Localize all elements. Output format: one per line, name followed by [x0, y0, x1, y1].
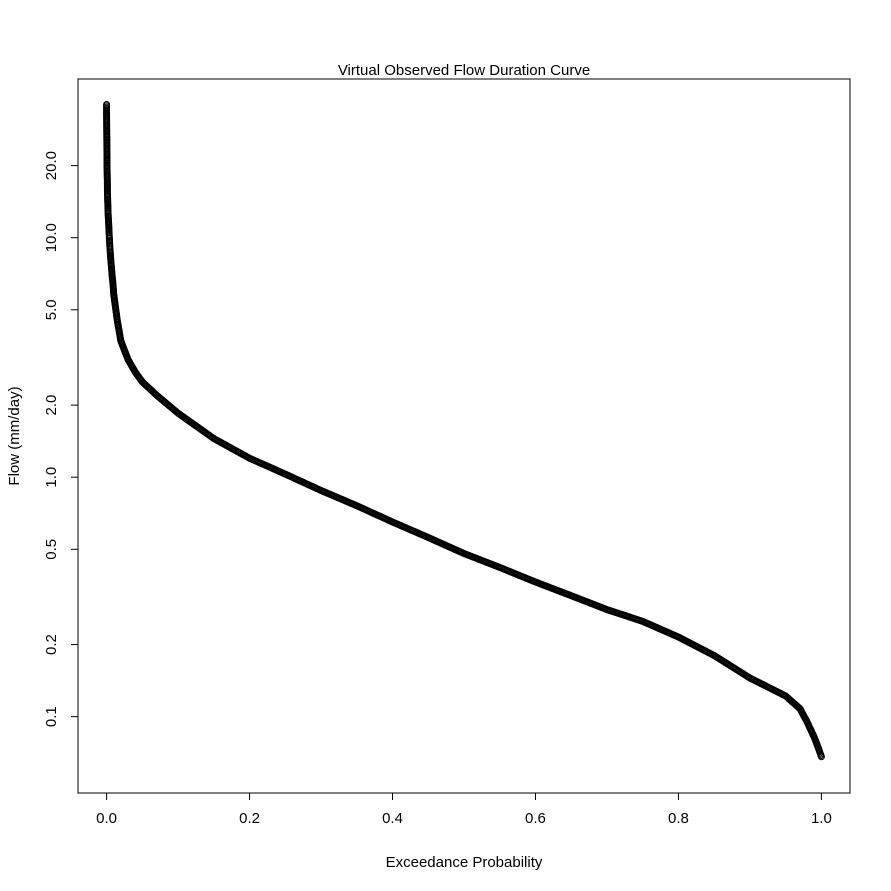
- y-tick-label: 10.0: [43, 223, 60, 252]
- curve-point: [107, 256, 115, 264]
- data-points: [103, 100, 825, 761]
- y-tick-label: 0.5: [43, 539, 60, 560]
- y-tick-label: 0.2: [43, 634, 60, 655]
- curve-point: [104, 201, 112, 209]
- y-axis: 0.1 0.2 0.5 1.0 2.0 5.0 10.0 20.0: [43, 151, 79, 727]
- curve-point: [105, 234, 113, 242]
- curve-point: [817, 752, 825, 760]
- x-tick-label: 0.8: [668, 810, 689, 827]
- y-tick-label: 0.1: [43, 706, 60, 727]
- x-axis: 0.0 0.2 0.4 0.6 0.8 1.0: [96, 792, 832, 827]
- x-tick-label: 0.6: [525, 810, 546, 827]
- curve-point: [104, 207, 112, 215]
- curve-point: [793, 702, 801, 710]
- x-tick-label: 0.2: [239, 810, 260, 827]
- chart-title: Virtual Observed Flow Duration Curve: [338, 62, 590, 79]
- curve-point: [103, 187, 111, 195]
- y-tick-label: 2.0: [43, 395, 60, 416]
- y-axis-label: Flow (mm/day): [6, 386, 23, 485]
- x-tick-label: 0.4: [382, 810, 403, 827]
- curve-point: [106, 245, 114, 253]
- y-tick-label: 20.0: [43, 151, 60, 180]
- curve-point: [106, 241, 114, 249]
- x-tick-label: 0.0: [96, 810, 117, 827]
- x-axis-label: Exceedance Probability: [386, 854, 543, 871]
- y-tick-label: 5.0: [43, 299, 60, 320]
- x-tick-label: 1.0: [811, 810, 832, 827]
- y-tick-label: 1.0: [43, 467, 60, 488]
